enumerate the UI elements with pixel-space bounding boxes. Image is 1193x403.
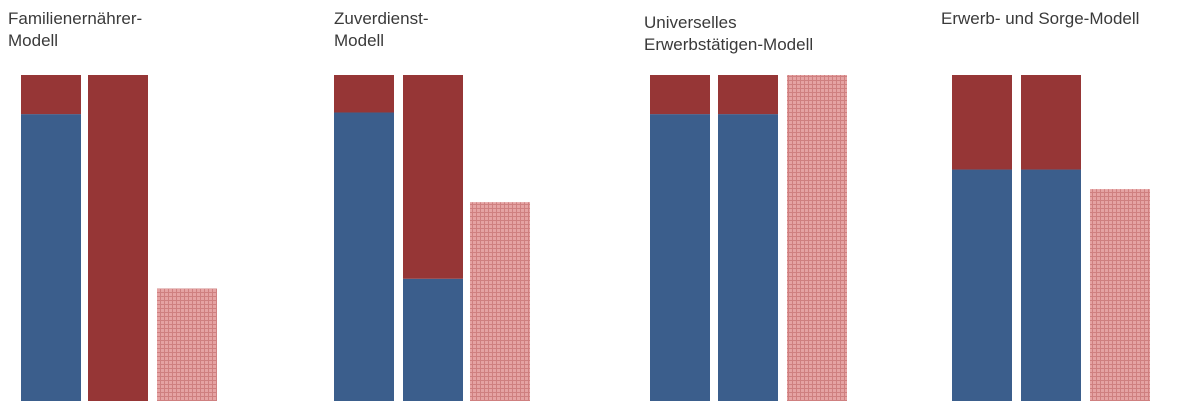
bar-4-3-patterned [1090,189,1150,401]
panel-title-4: Erwerb- und Sorge-Modell [941,9,1140,28]
bar-4-1-red-segment [952,75,1012,170]
panel-title-1: Familienernährer- Modell [8,9,143,50]
bar-3-1-blue-segment [650,114,710,402]
bar-3-3-patterned [787,75,847,401]
bar-2-3-patterned [470,202,530,401]
bar-2-1-red-segment [334,75,394,113]
bar-1-1-blue-segment [21,114,81,402]
bar-1-3-patterned [157,288,217,401]
bar-4-1-blue-segment [952,169,1012,401]
bar-4-2-blue-segment [1021,169,1081,401]
bar-2-2-blue-segment [403,278,463,401]
bar-3-1-red-segment [650,75,710,115]
bar-2-2-red-segment [403,75,463,279]
bar-3-2-red-segment [718,75,778,115]
bars-group [21,75,1150,402]
panel-title-2: Zuverdienst- Modell [334,9,429,50]
bar-3-2-blue-segment [718,114,778,402]
bar-2-1-blue-segment [334,112,394,402]
bar-4-2-red-segment [1021,75,1081,170]
panel-title-3: Universelles Erwerbstätigen-Modell [644,13,814,54]
bar-1-2-red-segment [88,75,148,401]
bar-1-1-red-segment [21,75,81,115]
